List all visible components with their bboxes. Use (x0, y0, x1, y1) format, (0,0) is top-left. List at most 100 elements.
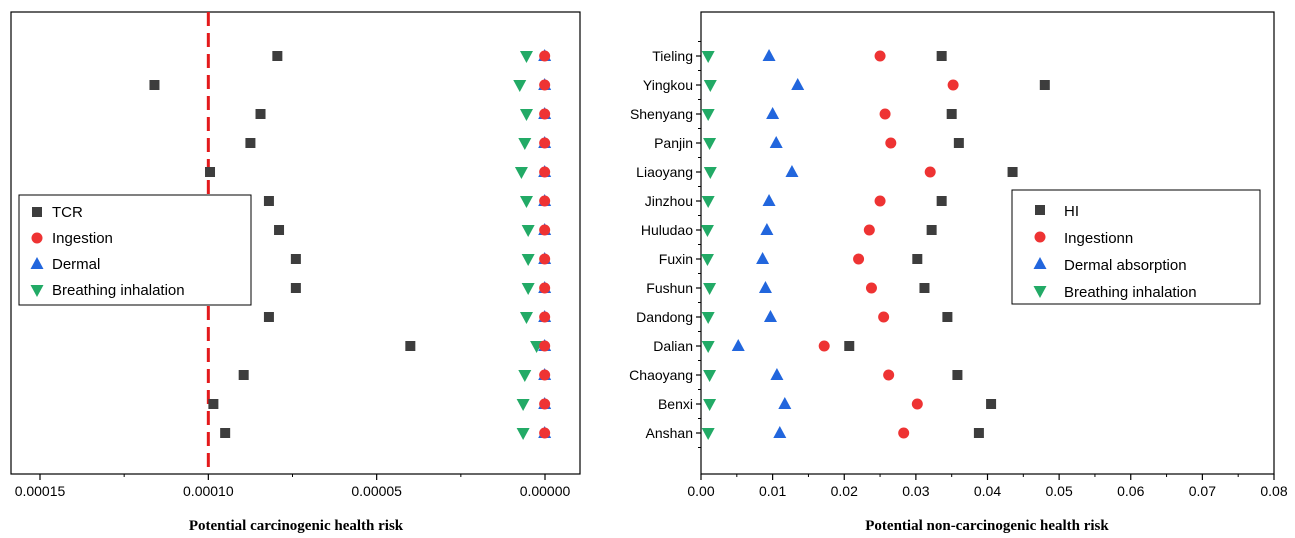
left-legend-label: TCR (52, 204, 83, 221)
left-point-tcr (274, 225, 285, 235)
right-point-hi (973, 428, 984, 438)
carcinogenic-risk-chart: 0.00015 0.00010 0.00005 0.00000 Potential c… (10, 11, 581, 534)
right-point-dermal-absorption (763, 310, 777, 322)
right-point-breathing-inhalation (701, 341, 715, 353)
right-point-ingestionn (947, 79, 959, 91)
left-point-ingestion (539, 108, 551, 120)
left-point-ingestion (539, 253, 551, 265)
category-label: Liaoyang (636, 164, 693, 180)
category-label: Fuxin (659, 251, 693, 267)
right-legend-marker (1035, 205, 1045, 215)
right-point-ingestionn (883, 369, 895, 381)
right-x-tick-label: 0.00 (687, 483, 714, 499)
right-legend-label: Ingestionn (1064, 230, 1133, 247)
left-point-breathing-inhalation (513, 80, 527, 92)
left-point-ingestion (539, 79, 551, 91)
right-legend: HI Ingestionn Dermal absorption Breathing i… (1011, 189, 1261, 305)
category-label: Huludao (641, 222, 693, 238)
right-point-hi (986, 399, 997, 409)
left-point-breathing-inhalation (519, 312, 533, 324)
left-point-ingestion (539, 427, 551, 439)
left-legend-marker (32, 207, 42, 217)
right-x-axis-label: Potential non-carcinogenic health risk (865, 518, 1109, 534)
left-point-breathing-inhalation (519, 109, 533, 121)
category-label: Fushun (646, 280, 693, 296)
right-point-hi (936, 51, 947, 61)
right-legend-label: Breathing inhalation (1064, 284, 1197, 301)
right-legend-label: HI (1064, 203, 1079, 220)
right-point-dermal-absorption (785, 165, 799, 177)
left-point-breathing-inhalation (514, 167, 528, 179)
left-point-ingestion (539, 282, 551, 294)
left-point-breathing-inhalation (516, 428, 530, 440)
right-point-ingestionn (865, 282, 877, 294)
category-label: Anshan (646, 425, 693, 441)
left-point-tcr (208, 399, 219, 409)
right-point-hi (942, 312, 953, 322)
left-point-tcr (149, 80, 160, 90)
left-point-breathing-inhalation (521, 225, 535, 237)
category-label: Jinzhou (645, 193, 693, 209)
left-point-ingestion (539, 166, 551, 178)
right-point-ingestionn (885, 137, 897, 149)
right-point-dermal-absorption (760, 223, 774, 235)
right-x-tick-label: 0.06 (1117, 483, 1144, 499)
left-point-tcr (263, 196, 274, 206)
right-x-tick-label: 0.07 (1189, 483, 1216, 499)
left-x-tick-label: 0.00000 (520, 483, 571, 499)
category-label: Dandong (636, 309, 693, 325)
non-carcinogenic-risk-chart: 0.00 0.01 0.02 0.03 0.04 0.05 0.06 0.07 0.08 Tie… (629, 11, 1288, 534)
left-point-tcr (290, 283, 301, 293)
right-point-ingestionn (874, 195, 886, 207)
right-point-hi (919, 283, 930, 293)
right-point-ingestionn (879, 108, 891, 120)
right-point-hi (844, 341, 855, 351)
left-x-tick-label: 0.00010 (183, 483, 234, 499)
left-point-ingestion (539, 137, 551, 149)
right-x-tick-label: 0.08 (1260, 483, 1287, 499)
right-x-tick-label: 0.04 (974, 483, 1001, 499)
right-point-breathing-inhalation (701, 196, 715, 208)
left-plot-area (10, 11, 581, 475)
left-point-tcr (245, 138, 256, 148)
left-legend-label: Breathing inhalation (52, 282, 185, 299)
right-point-breathing-inhalation (701, 428, 715, 440)
right-point-ingestionn (911, 398, 923, 410)
left-point-breathing-inhalation (518, 138, 532, 150)
left-legend-marker (30, 285, 44, 297)
category-label: Dalian (653, 338, 693, 354)
right-point-dermal-absorption (756, 252, 770, 264)
left-point-ingestion (539, 50, 551, 62)
right-point-breathing-inhalation (703, 283, 717, 295)
right-point-dermal-absorption (791, 78, 805, 90)
right-x-tick-label: 0.02 (831, 483, 858, 499)
left-legend: TCR Ingestion Dermal Breathing inhalation (18, 194, 252, 306)
right-x-tick-label: 0.05 (1046, 483, 1073, 499)
left-point-tcr (220, 428, 231, 438)
right-point-dermal-absorption (770, 368, 784, 380)
right-point-dermal-absorption (766, 107, 780, 119)
left-legend-marker (30, 257, 44, 269)
category-label: Panjin (654, 135, 693, 151)
category-label: Benxi (658, 396, 693, 412)
category-label: Chaoyang (629, 367, 693, 383)
right-point-hi (1039, 80, 1050, 90)
right-point-ingestionn (924, 166, 936, 178)
left-point-ingestion (539, 195, 551, 207)
right-point-dermal-absorption (762, 194, 776, 206)
left-point-breathing-inhalation (516, 399, 530, 411)
right-point-breathing-inhalation (700, 225, 714, 237)
right-legend-box (1011, 189, 1261, 305)
left-point-breathing-inhalation (519, 196, 533, 208)
right-x-tick-label: 0.01 (759, 483, 786, 499)
left-legend-label: Ingestion (52, 230, 113, 247)
right-point-hi (953, 138, 964, 148)
right-point-dermal-absorption (762, 49, 776, 61)
right-point-breathing-inhalation (701, 109, 715, 121)
right-point-ingestionn (898, 427, 910, 439)
left-legend-label: Dermal (52, 256, 100, 273)
right-point-breathing-inhalation (703, 138, 717, 150)
left-point-ingestion (539, 224, 551, 236)
right-point-breathing-inhalation (703, 399, 717, 411)
